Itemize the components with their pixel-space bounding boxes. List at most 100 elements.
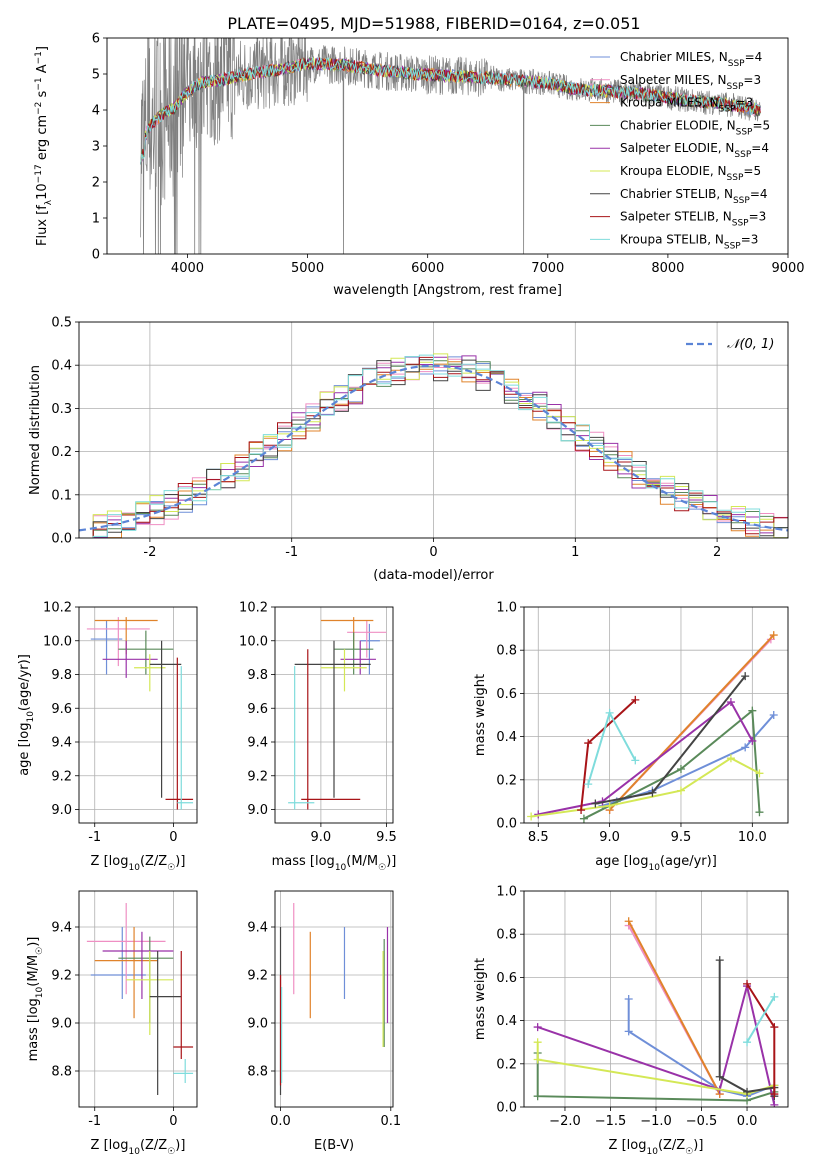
y-tick-label: 0.4 [51,359,72,374]
y-tick-label: 9.2 [247,769,268,784]
plot-area-spectrum [140,38,761,254]
x-tick-label: 7000 [531,261,564,276]
y-tick-label: 0.2 [496,773,517,788]
mass-weight-marker [726,754,735,763]
y-tick-label: 0.4 [496,1014,517,1029]
y-tick-label: 0.6 [496,687,517,702]
model-spectrum [140,57,761,165]
y-tick-label: 2 [92,176,100,191]
y-tick-label: 9.6 [51,702,72,717]
mass-weight-marker [591,799,600,808]
x-tick-label: 6000 [411,261,444,276]
mass-weight-line [602,714,775,807]
x-tick-label: 0.0 [270,1114,291,1129]
y-tick-label: 0.6 [496,971,517,986]
x-tick-label: 5000 [291,261,324,276]
plot-area-weight-vs-z [524,891,788,1107]
y-tick-label: 0.3 [51,402,72,417]
x-tick-label: 9.0 [311,830,332,845]
y-tick-label: 1.0 [496,885,517,900]
x-tick-label: 10.0 [738,830,767,845]
mass-weight-marker [584,739,593,748]
mass-weight-marker [648,788,657,797]
panel-age-vs-z: -1 0 9.0 9.2 9.4 9.6 9.8 10.0 10.2 Z [log10(Z/Z☉)… [17,601,198,873]
y-tick-label: 0.5 [51,316,72,331]
mass-weight-marker [748,736,757,745]
y-tick-label: 8.8 [51,1065,72,1080]
legend-label: Kroupa ELODIE, NSSP=5 [620,164,761,183]
y-tick-label: 10.0 [43,634,72,649]
residual-histogram [92,354,788,538]
x-tick-label: 4000 [171,261,204,276]
y-tick-label: 0.0 [51,532,72,547]
y-tick-label: 0.4 [496,730,517,745]
y-axis-label: Normed distribution [28,365,43,495]
mass-weight-line [537,985,776,1106]
axes-frame-weight-vs-z [523,890,789,1108]
x-axis-label: E(B-V) [314,1138,354,1153]
x-tick-label: -1 [88,1114,101,1129]
axes-frame-spectrum [106,37,789,255]
mass-weight-marker [743,1038,752,1047]
model-spectrum [140,57,761,165]
axes-frame-age-vs-mass [274,606,394,824]
mass-weight-line [587,710,637,785]
x-axis-label: age [log10(age/yr)] [595,854,717,873]
mass-weight-marker [624,917,633,926]
y-axis-label: age [log10(age/yr)] [17,654,36,776]
y-tick-label: 9.4 [247,921,268,936]
x-tick-label: −1.0 [640,1114,672,1129]
x-tick-label: 9.5 [671,830,692,845]
axes-frame-weight-vs-age [523,606,789,824]
y-tick-label: 1 [92,212,100,227]
legend-label: Salpeter MILES, NSSP=3 [620,73,761,92]
mass-weight-marker [755,808,764,817]
mass-weight-marker [624,1027,633,1036]
legend-label: Salpeter ELODIE, NSSP=4 [620,141,769,160]
y-tick-label: 10.2 [239,601,268,616]
plot-area-weight-vs-age [524,607,788,823]
mass-weight-marker [769,711,778,719]
y-tick-label: 6 [92,32,100,47]
panel-age-vs-mass: 9.0 9.5 9.0 9.2 9.4 9.6 9.8 10.0 10.2 mass [log10… [239,601,397,874]
mass-weight-marker [715,1072,724,1081]
x-tick-label: 2 [713,545,721,560]
plot-area-mass-vs-z [79,891,197,1107]
legend-label: Chabrier MILES, NSSP=4 [620,50,762,69]
mass-weight-marker [533,1023,542,1032]
legend-label: 𝒩(0, 1) [727,337,774,352]
model-spectrum [140,58,761,165]
x-tick-label: -1 [285,545,298,560]
y-axis-label: Flux [fλ10−17 erg cm−2 s−1 A−1] [34,46,54,246]
mass-weight-marker [770,1090,779,1099]
x-tick-label: -2 [143,545,156,560]
y-tick-label: 9.4 [247,736,268,751]
y-tick-label: 0.2 [496,1057,517,1072]
panel-spectrum: 4000 5000 6000 7000 8000 9000 0 1 2 3 4 5 6 wavelengt… [34,32,805,299]
y-tick-label: 1.0 [496,601,517,616]
mass-weight-marker [769,631,778,640]
mass-weight-marker [676,765,685,773]
x-tick-label: 8000 [651,261,684,276]
y-tick-label: 0.2 [51,445,72,460]
x-tick-label: 9000 [771,261,804,276]
panel-weight-vs-age: 8.5 9.0 9.5 10.0 0.0 0.2 0.4 0.6 0.8 1.0 age [log1… [473,601,789,873]
y-tick-label: 9.8 [247,668,268,683]
mass-weight-marker [579,814,588,823]
mass-weight-line [536,1053,775,1102]
mass-weight-marker [770,992,779,1001]
panel-mass-vs-ebv: 0.0 0.1 8.8 9.0 9.2 9.4 E(B-V) [247,890,401,1153]
legend-label: Kroupa MILES, NSSP=3 [620,96,753,115]
figure-title: PLATE=0495, MJD=51988, FIBERID=0164, z=0… [227,14,640,33]
mass-weight-marker [605,801,614,810]
axes-frame-mass-vs-ebv [274,890,394,1108]
mass-weight-line [627,920,721,1095]
mass-weight-marker [755,769,764,778]
y-tick-label: 9.0 [247,803,268,818]
axes-frame-age-vs-z [78,606,198,824]
y-tick-label: 10.0 [239,634,268,649]
mass-weight-marker [624,995,633,1003]
y-tick-label: 9.0 [247,1017,268,1032]
y-tick-label: 0.0 [496,817,517,832]
